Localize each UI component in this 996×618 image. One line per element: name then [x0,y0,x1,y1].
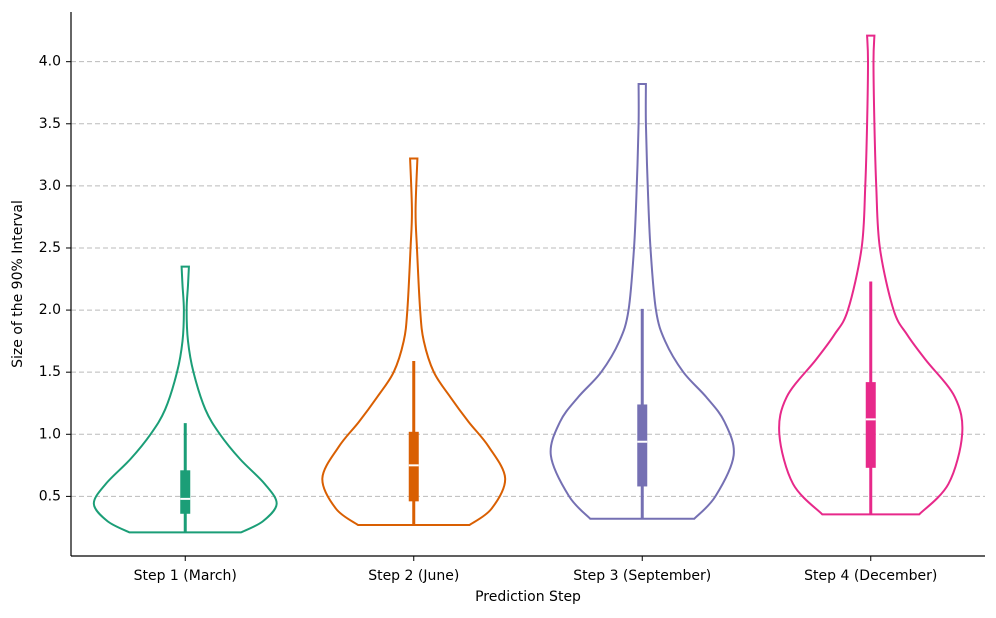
iqr-box [408,431,419,502]
y-tick-label: 4.0 [39,54,61,70]
y-tick-label: 1.5 [39,364,61,380]
iqr-box [180,470,191,514]
x-tick-label: Step 3 (September) [573,568,711,584]
y-tick-label: 2.5 [39,240,61,256]
x-tick-label: Step 2 (June) [368,568,459,584]
y-tick-label: 3.0 [39,178,61,194]
y-tick-label: 2.0 [39,302,61,318]
y-tick-label: 3.5 [39,116,61,132]
iqr-box [637,404,648,487]
iqr-box [865,382,876,468]
x-axis-label: Prediction Step [475,589,581,605]
x-tick-label: Step 1 (March) [134,568,237,584]
violin-body [92,265,278,534]
x-tick-label: Step 4 (December) [804,568,937,584]
y-axis-label: Size of the 90% Interval [10,200,26,368]
y-tick-label: 1.0 [39,426,61,442]
y-tick-label: 0.5 [39,488,61,504]
violin-body [778,34,964,516]
violin-body [549,83,735,520]
violin-body [321,157,507,526]
